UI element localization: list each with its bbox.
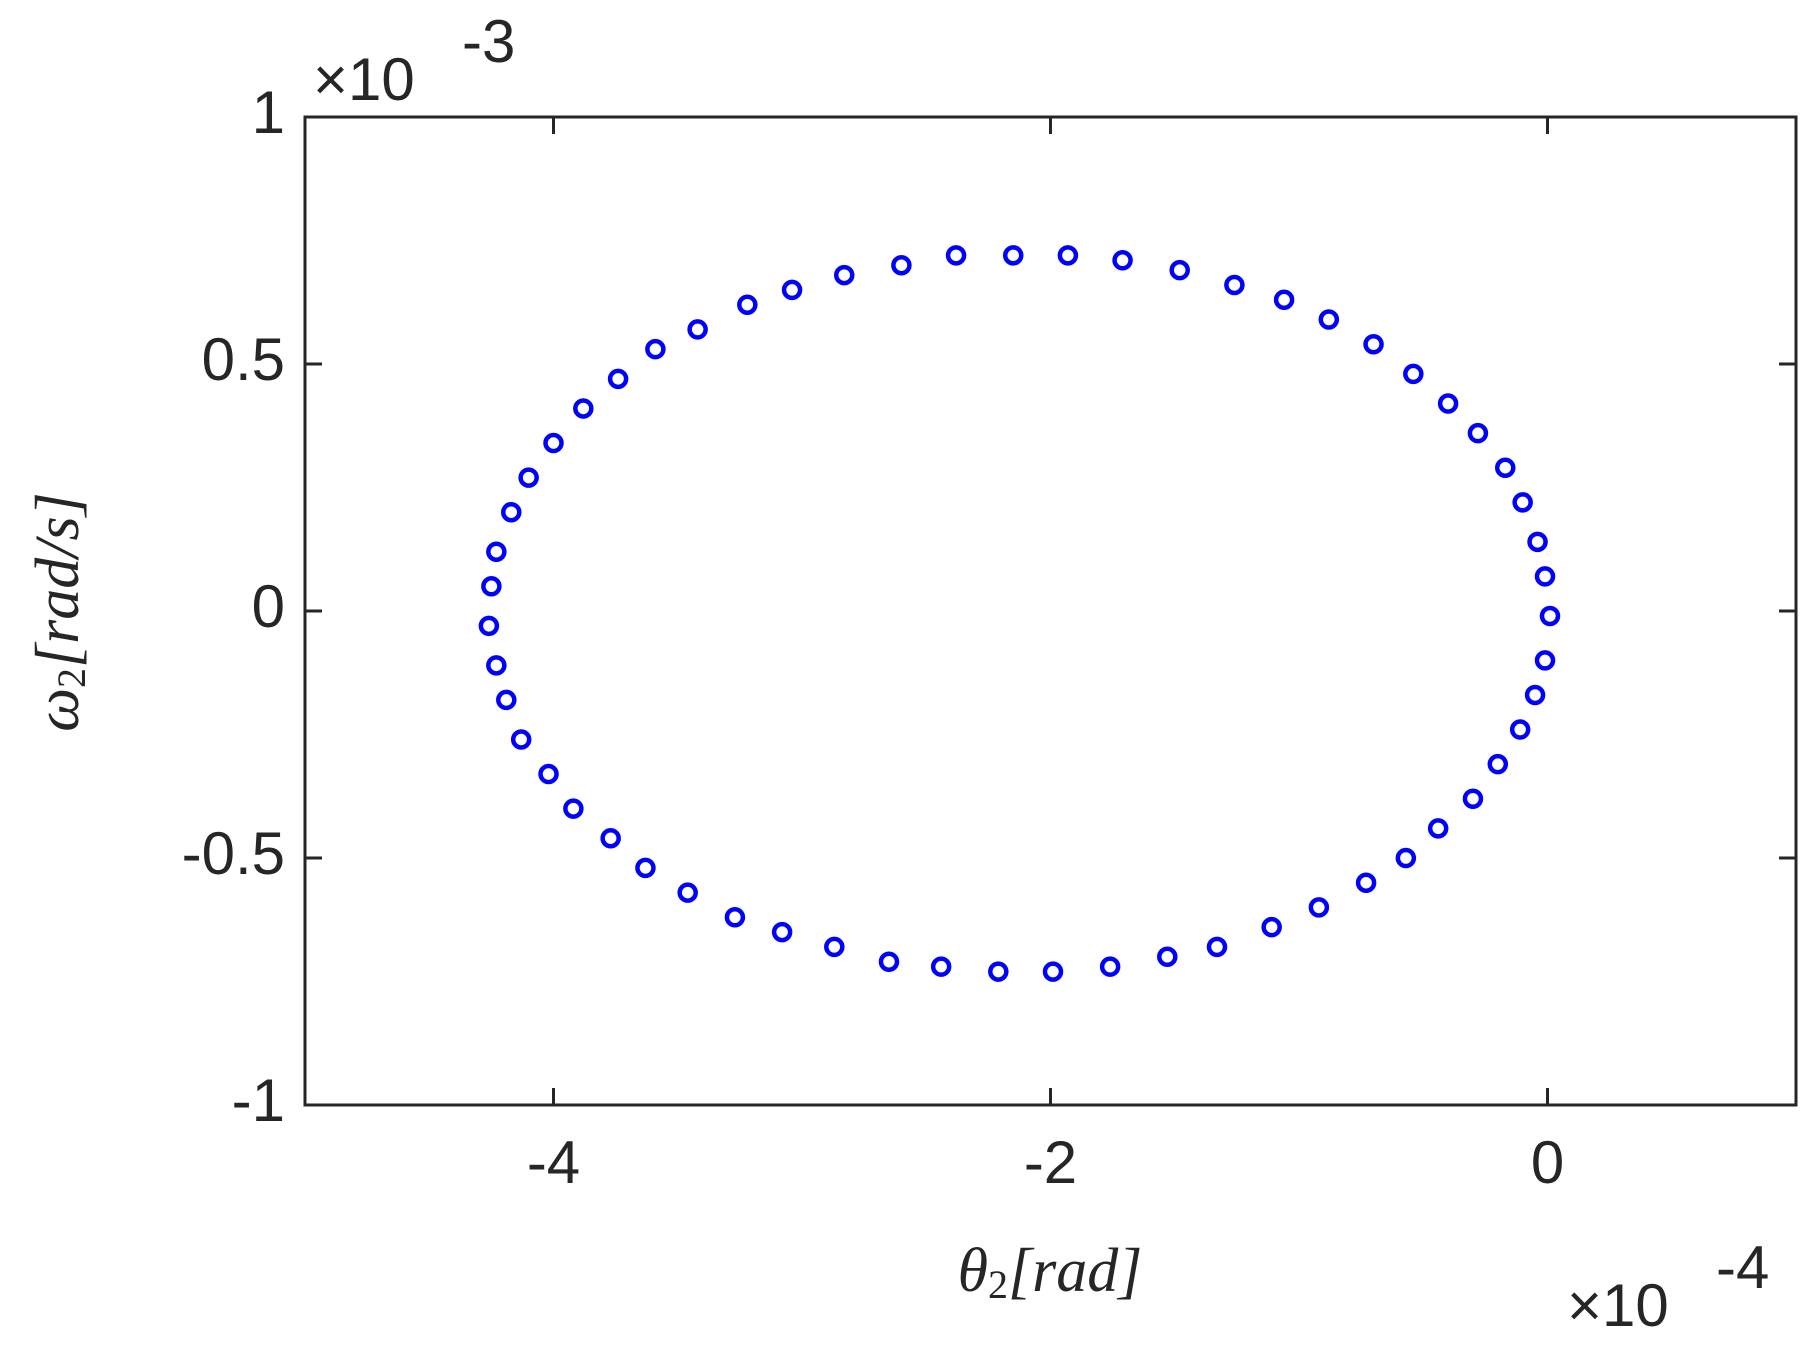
point bbox=[1534, 650, 1556, 671]
point bbox=[1427, 818, 1449, 839]
y-label-unit: [rad/s] bbox=[24, 492, 92, 668]
point bbox=[891, 254, 912, 276]
point bbox=[1509, 719, 1531, 740]
point bbox=[607, 368, 629, 390]
point bbox=[930, 956, 952, 977]
point bbox=[1403, 363, 1424, 385]
y-label-subscript: 2 bbox=[49, 668, 94, 688]
point bbox=[878, 951, 900, 972]
y-tick-label: 0.5 bbox=[202, 326, 285, 393]
x-tick-label: -2 bbox=[1024, 1129, 1077, 1196]
point bbox=[1318, 309, 1340, 330]
y-multiplier: ×10 bbox=[313, 46, 415, 113]
point bbox=[496, 689, 517, 711]
point bbox=[1437, 393, 1459, 414]
point bbox=[1527, 531, 1548, 553]
point bbox=[1057, 245, 1079, 266]
point bbox=[1495, 457, 1516, 478]
y-tick-label: 1 bbox=[252, 79, 285, 146]
point bbox=[1157, 946, 1178, 968]
y-label-symbol: ω bbox=[24, 688, 92, 732]
point bbox=[771, 921, 793, 943]
point bbox=[1539, 605, 1561, 627]
y-multiplier-exponent: -3 bbox=[462, 8, 515, 75]
point bbox=[1534, 566, 1556, 587]
point bbox=[677, 882, 698, 903]
point bbox=[1462, 788, 1484, 809]
point bbox=[1224, 274, 1245, 296]
point bbox=[478, 615, 500, 637]
point bbox=[1308, 897, 1330, 918]
point bbox=[1099, 956, 1121, 977]
point bbox=[724, 907, 746, 928]
point bbox=[1002, 245, 1024, 266]
point bbox=[635, 857, 656, 879]
point bbox=[481, 576, 502, 597]
x-axis-label: θ2[rad] bbox=[958, 1237, 1143, 1307]
x-label-symbol: θ bbox=[958, 1237, 988, 1305]
point bbox=[824, 936, 845, 958]
point bbox=[1042, 961, 1064, 982]
point bbox=[687, 319, 708, 340]
x-multiplier: ×10 bbox=[1567, 1272, 1669, 1339]
point bbox=[1487, 753, 1509, 775]
point bbox=[510, 729, 532, 750]
point bbox=[486, 655, 507, 676]
point bbox=[1261, 916, 1282, 938]
point bbox=[945, 245, 967, 266]
x-label-subscript: 2 bbox=[988, 1262, 1008, 1307]
x-tick-label: -4 bbox=[527, 1129, 580, 1196]
x-label-unit: [rad] bbox=[1008, 1237, 1142, 1305]
point bbox=[600, 827, 621, 849]
point bbox=[1395, 847, 1417, 869]
point bbox=[737, 294, 758, 315]
point bbox=[645, 338, 666, 360]
point bbox=[563, 798, 584, 819]
point bbox=[543, 432, 564, 454]
point bbox=[1169, 259, 1190, 281]
point bbox=[1112, 250, 1133, 271]
point bbox=[1355, 872, 1377, 893]
point bbox=[988, 961, 1009, 982]
y-tick-label: 0 bbox=[252, 573, 285, 640]
point bbox=[573, 398, 594, 419]
point bbox=[501, 501, 522, 523]
point bbox=[486, 541, 507, 562]
point bbox=[833, 264, 855, 286]
y-tick-label: -0.5 bbox=[182, 820, 285, 887]
y-tick-label: -1 bbox=[232, 1067, 285, 1134]
point bbox=[1512, 492, 1533, 513]
point bbox=[1467, 422, 1489, 444]
x-multiplier-exponent: -4 bbox=[1716, 1234, 1769, 1301]
point bbox=[1206, 936, 1228, 958]
point bbox=[518, 467, 539, 488]
point bbox=[1524, 684, 1546, 706]
x-tick-label: 0 bbox=[1531, 1129, 1564, 1196]
point bbox=[538, 763, 559, 785]
point bbox=[1363, 333, 1384, 355]
y-axis-label: ω2[rad/s] bbox=[24, 492, 94, 732]
plot-frame bbox=[303, 115, 1798, 1107]
point bbox=[1273, 289, 1295, 311]
point bbox=[781, 279, 803, 301]
